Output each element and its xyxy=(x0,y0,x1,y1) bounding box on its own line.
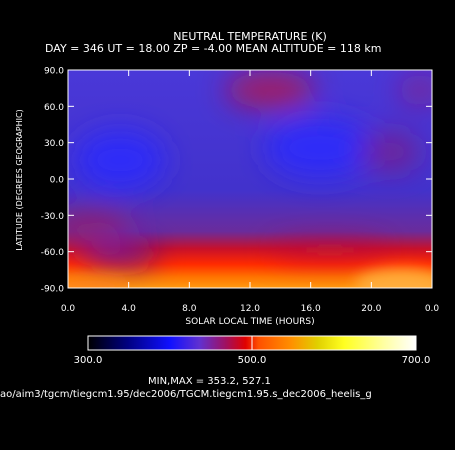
colorbar-min-label: 300.0 xyxy=(74,355,103,366)
y-axis: 90.0 60.0 30.0 0.0 -30.0 -60.0 -90.0 xyxy=(41,67,432,295)
chart-title: NEUTRAL TEMPERATURE (K) xyxy=(173,30,327,43)
x-tick-label: 16.0 xyxy=(301,304,321,314)
y-tick-label: 0.0 xyxy=(50,176,65,186)
y-tick-label: -90.0 xyxy=(41,285,65,295)
y-tick-label: 60.0 xyxy=(44,103,64,113)
x-axis: 0.0 4.0 8.0 12.0 16.0 20.0 0.0 xyxy=(61,70,440,314)
x-tick-label: 20.0 xyxy=(361,304,381,314)
y-axis-label: LATITUDE (DEGREES GEOGRAPHIC) xyxy=(15,109,24,250)
y-tick-label: -30.0 xyxy=(41,212,65,222)
x-tick-label: 0.0 xyxy=(61,304,76,314)
colorbar-max-label: 700.0 xyxy=(402,355,431,366)
file-path: ao/aim3/tgcm/tiegcm1.95/dec2006/TGCM.tie… xyxy=(0,389,372,400)
x-tick-label: 12.0 xyxy=(240,304,260,314)
x-tick-label: 0.0 xyxy=(425,304,440,314)
colorbar-mid-label: 500.0 xyxy=(238,355,267,366)
x-tick-label: 4.0 xyxy=(122,304,137,314)
chart-subtitle: DAY = 346 UT = 18.00 ZP = -4.00 MEAN ALT… xyxy=(45,42,381,55)
x-axis-label: SOLAR LOCAL TIME (HOURS) xyxy=(185,317,314,327)
y-tick-label: -60.0 xyxy=(41,248,65,258)
x-tick-label: 8.0 xyxy=(182,304,197,314)
min-max-readout: MIN,MAX = 353.2, 527.1 xyxy=(148,376,271,387)
heatmap-field xyxy=(68,70,432,288)
y-tick-label: 30.0 xyxy=(44,139,64,149)
y-tick-label: 90.0 xyxy=(44,67,64,77)
